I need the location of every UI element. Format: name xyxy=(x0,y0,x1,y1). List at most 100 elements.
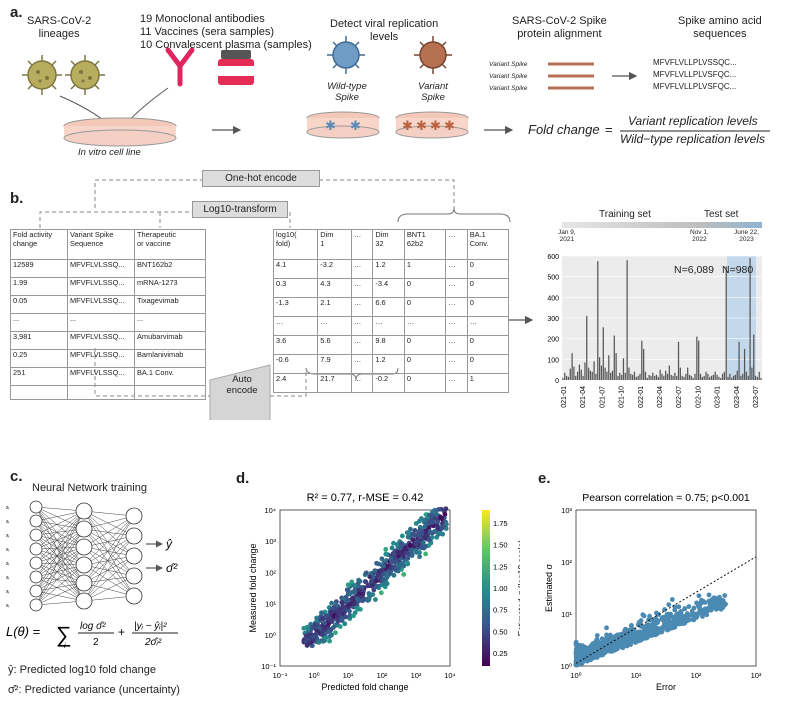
bar xyxy=(576,371,579,380)
data-point xyxy=(682,606,688,612)
data-point xyxy=(649,617,654,623)
bar xyxy=(758,371,760,380)
data-point xyxy=(676,604,682,610)
enc-table-cell: … xyxy=(350,259,374,279)
bar xyxy=(615,353,617,380)
y-tick-label: 500 xyxy=(547,275,559,282)
enc-table-cell: … xyxy=(445,316,468,336)
nn-edge xyxy=(35,506,85,566)
bar xyxy=(575,375,577,380)
enc-table-row: 0.3 4.3… -3.4 0… 0 xyxy=(272,278,510,298)
data-point xyxy=(379,568,385,573)
test-set-label: Test set xyxy=(704,209,739,220)
svg-text:✱: ✱ xyxy=(430,118,441,133)
data-point xyxy=(613,642,619,648)
raw-table-header: Variant Spike Sequence xyxy=(67,229,135,260)
encoded-table: log10( fold) Dim 1… Dim 32 BNT1 62b2… BA.1 C… xyxy=(272,229,510,393)
data-point xyxy=(319,610,325,616)
svg-text:i: i xyxy=(64,643,66,650)
bar xyxy=(626,260,628,380)
data-point xyxy=(362,579,368,584)
data-point xyxy=(654,625,660,631)
data-point xyxy=(596,651,602,657)
data-point xyxy=(654,610,659,616)
colorbar-tick-label: 0.50 xyxy=(493,627,508,636)
data-point xyxy=(388,556,394,561)
timeline-bar xyxy=(562,222,762,228)
nn-node xyxy=(29,570,43,584)
data-point xyxy=(389,545,395,551)
source-list: 19 Monoclonal antibodies 11 Vaccines (se… xyxy=(140,13,312,53)
data-point xyxy=(574,662,580,668)
nn-edge xyxy=(83,535,135,566)
data-point xyxy=(672,618,678,624)
bar xyxy=(657,376,659,380)
bar xyxy=(740,375,742,380)
data-point xyxy=(575,653,581,658)
nn-edge xyxy=(83,555,135,584)
panel-e-label: e. xyxy=(538,470,551,487)
nn-input-label: xᵢ xyxy=(6,603,10,609)
nn-edge xyxy=(35,546,85,564)
bar xyxy=(617,375,619,380)
data-point xyxy=(432,529,437,534)
raw-table-cell: Tixagevimab xyxy=(134,295,206,314)
bar xyxy=(571,353,573,380)
nn-node xyxy=(75,538,93,556)
x-tick-label: 10³ xyxy=(751,671,762,680)
nn-node xyxy=(29,528,43,542)
data-point xyxy=(346,597,351,603)
enc-table-cell: 1 xyxy=(403,259,447,279)
data-point xyxy=(722,593,728,598)
nn-edge xyxy=(83,528,135,597)
data-point xyxy=(381,563,387,569)
nn-edge xyxy=(83,555,135,602)
data-point xyxy=(384,571,390,577)
data-point xyxy=(349,595,355,601)
data-point xyxy=(638,631,644,636)
nn-edge xyxy=(83,564,135,577)
data-point xyxy=(383,551,389,557)
bar xyxy=(709,376,711,380)
bar xyxy=(663,375,665,380)
data-point xyxy=(367,574,373,580)
x-tick-label: 2022-07 xyxy=(676,386,683,408)
enc-table-cell: … xyxy=(350,373,374,393)
x-tick-label: 2021-01 xyxy=(561,386,568,408)
enc-table-cell: 0 xyxy=(466,297,510,317)
nn-node xyxy=(29,514,43,528)
variant-dish-icon: ✱ ✱ ✱ ✱ xyxy=(395,111,469,139)
enc-table-cell: 0 xyxy=(403,373,447,393)
data-point xyxy=(417,528,423,533)
data-point xyxy=(573,639,579,645)
raw-table-cell: 251 xyxy=(10,367,68,386)
nn-edge xyxy=(35,528,85,564)
data-point xyxy=(345,582,351,588)
bar xyxy=(567,376,570,380)
enc-table-cell: … xyxy=(272,316,319,336)
virus-icon xyxy=(65,55,105,95)
data-point xyxy=(641,624,647,630)
bar xyxy=(681,375,683,380)
data-point xyxy=(376,561,382,567)
raw-table-row: ......... xyxy=(10,313,206,332)
one-hot-encode-box: One-hot encode xyxy=(202,170,320,187)
bar xyxy=(665,370,667,380)
enc-table-cell: 4.1 xyxy=(272,259,319,279)
bar xyxy=(611,370,614,380)
data-point xyxy=(398,541,404,547)
bar xyxy=(562,377,564,380)
data-point xyxy=(351,601,357,607)
source-item: 10 Convalescent plasma (samples) xyxy=(140,39,312,52)
error-vs-sigma-scatter: Pearson correlation = 0.75; p<0.00110⁰10… xyxy=(544,492,762,692)
data-point xyxy=(308,640,314,645)
colorbar-tick-label: 1.50 xyxy=(493,541,508,550)
y-tick-label: 10³ xyxy=(561,506,572,515)
bar xyxy=(632,374,634,380)
nn-node xyxy=(125,527,143,545)
svg-text:✱: ✱ xyxy=(325,118,336,133)
bar xyxy=(622,358,625,380)
data-point xyxy=(429,513,435,519)
data-point xyxy=(418,545,424,551)
y-tick-label: 10³ xyxy=(265,537,276,546)
